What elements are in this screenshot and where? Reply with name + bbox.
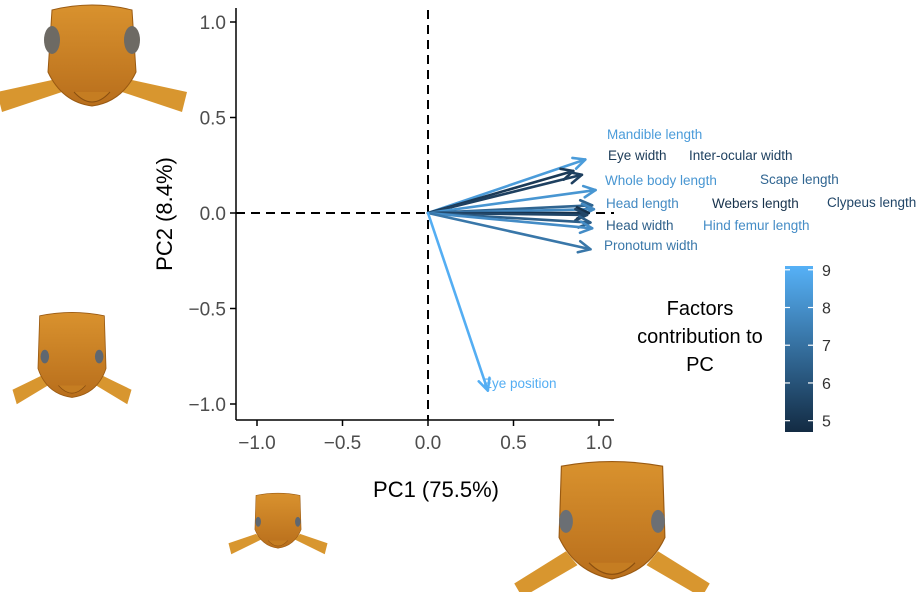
vector-label: Scape length — [760, 172, 839, 187]
vector-label: Hind femur length — [703, 218, 810, 233]
ant-head-photo-bottom-large — [514, 461, 710, 597]
loading-vector-arrowhead-3 — [581, 184, 597, 199]
x-tick-label: −1.0 — [238, 433, 276, 454]
legend-title-line-2: contribution to — [637, 326, 763, 348]
legend-title-line-1: Factors — [667, 298, 734, 320]
y-axis-title: PC2 (8.4%) — [152, 157, 177, 271]
y-tick-label: 1.0 — [200, 13, 226, 34]
x-tick-label: 1.0 — [586, 433, 612, 454]
y-tick-label: −1.0 — [188, 395, 226, 416]
x-tick-label: 0.0 — [415, 433, 441, 454]
legend-tick-label: 9 — [822, 263, 831, 280]
x-tick-label: −0.5 — [324, 433, 362, 454]
x-axis-ticks: −1.0 −0.5 0.0 0.5 1.0 — [238, 420, 612, 454]
loading-vector-arrowhead-9 — [578, 220, 594, 235]
loading-vector-labels: Mandible length Eye width Inter-ocular wid… — [483, 127, 916, 391]
y-tick-label: 0.0 — [200, 204, 226, 225]
y-tick-label: −0.5 — [188, 300, 226, 321]
loading-vector-arrowhead-2 — [567, 170, 584, 185]
loading-vector-arrowhead-7 — [573, 207, 589, 222]
vector-label: Clypeus length — [827, 195, 916, 210]
vector-label: Head length — [606, 196, 679, 211]
loading-vector-3 — [426, 188, 597, 215]
color-legend: Factors contribution to PC 5 6 7 8 9 — [637, 263, 831, 432]
legend-tick-label: 7 — [822, 338, 831, 355]
loading-vector-11 — [426, 211, 490, 392]
ant-head-photo-mid-left — [12, 312, 132, 405]
vector-label: Inter-ocular width — [689, 148, 793, 163]
vector-label: Head width — [606, 218, 674, 233]
legend-ticks: 5 6 7 8 9 — [785, 263, 831, 431]
legend-tick-label: 8 — [822, 301, 831, 318]
vector-label: Eye position — [483, 376, 557, 391]
vector-label: Webers length — [712, 196, 799, 211]
legend-tick-label: 5 — [822, 414, 831, 431]
x-tick-label: 0.5 — [500, 433, 526, 454]
loading-vector-arrowhead-11 — [477, 376, 491, 392]
loading-vector-arrowhead-1 — [559, 167, 575, 181]
vector-label: Pronotum width — [604, 238, 698, 253]
y-axis-ticks: −1.0 −0.5 0.0 0.5 1.0 — [188, 13, 236, 416]
legend-colorbar — [785, 266, 813, 432]
ant-head-photo-top-left — [0, 4, 187, 112]
legend-title-line-3: PC — [686, 354, 714, 376]
x-axis-title: PC1 (75.5%) — [373, 477, 499, 502]
loading-vector-10 — [426, 211, 592, 251]
loading-vector-arrowhead-0 — [571, 156, 587, 170]
loading-vector-9 — [426, 211, 594, 230]
loading-vector-2 — [426, 173, 584, 215]
vector-label: Eye width — [608, 148, 667, 163]
loading-vector-arrowhead-8 — [577, 214, 592, 229]
vector-label: Mandible length — [607, 127, 702, 142]
legend-tick-label: 6 — [822, 376, 831, 393]
y-tick-label: 0.5 — [200, 109, 226, 130]
ant-head-photo-bottom-small — [228, 492, 328, 555]
loading-vector-arrowhead-10 — [576, 239, 592, 254]
vector-label: Whole body length — [605, 173, 717, 188]
loading-vectors — [426, 156, 597, 392]
